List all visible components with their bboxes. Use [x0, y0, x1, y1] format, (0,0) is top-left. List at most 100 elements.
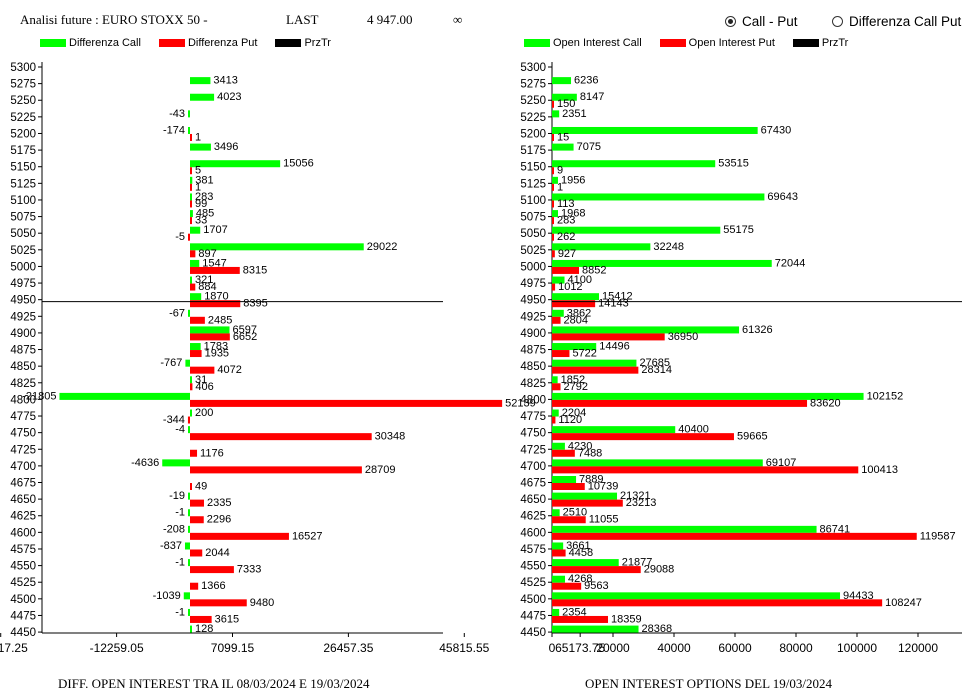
right-call-value-label: 4230 — [568, 440, 592, 452]
left-put-bar — [190, 566, 234, 574]
left-call-bar — [190, 326, 230, 334]
left-call-bar — [190, 625, 192, 633]
right-call-value-label: 86741 — [820, 523, 851, 535]
left-y-tick-label: 4975 — [10, 278, 36, 290]
left-put-bar — [190, 183, 192, 191]
left-y-tick-label: 5275 — [10, 79, 36, 91]
left-call-value-label: 321 — [195, 274, 213, 286]
left-call-value-label: 29022 — [367, 241, 398, 253]
left-put-bar — [190, 383, 193, 391]
left-y-tick-label: 4600 — [10, 527, 36, 539]
left-put-value-label: 33 — [195, 215, 207, 227]
left-call-value-label: -4636 — [131, 457, 159, 469]
left-call-bar — [188, 110, 190, 118]
right-call-bar — [552, 160, 716, 168]
left-put-value-label: 8315 — [243, 264, 267, 276]
left-y-tick-label: 5250 — [10, 95, 36, 107]
left-put-bar — [190, 466, 362, 474]
right-put-bar — [552, 416, 556, 424]
left-y-tick-label: 4900 — [10, 328, 36, 340]
left-put-value-label: 16527 — [292, 530, 323, 542]
right-put-bar — [552, 366, 639, 374]
radio-call-put[interactable]: Call - Put — [725, 14, 798, 29]
right-call-bar — [552, 392, 864, 400]
legend-item-prztr: PrzTr — [792, 37, 848, 49]
left-put-bar — [190, 599, 247, 607]
right-put-bar — [552, 433, 734, 441]
right-call-bar — [552, 442, 565, 450]
left-put-value-label: 406 — [195, 381, 213, 393]
right-call-bar — [552, 77, 572, 85]
radio-differenza[interactable]: Differenza Call Put — [832, 14, 961, 29]
last-label: LAST — [286, 12, 319, 27]
radio-call-put-label: Call - Put — [742, 14, 798, 29]
right-call-bar — [552, 293, 600, 301]
left-put-value-label: 28709 — [365, 464, 396, 476]
right-call-bar — [552, 476, 577, 483]
left-call-bar — [190, 226, 201, 234]
left-put-value-label: 99 — [195, 198, 207, 210]
right-put-value-label: 100413 — [861, 464, 898, 476]
left-y-tick-label: 4550 — [10, 561, 36, 573]
left-y-tick-label: 4950 — [10, 295, 36, 307]
right-put-bar — [552, 183, 554, 191]
right-y-tick-label: 4850 — [520, 361, 546, 373]
right-y-tick-label: 4750 — [520, 428, 546, 440]
right-put-value-label: 2792 — [564, 381, 588, 393]
right-call-value-label: 27685 — [639, 357, 670, 369]
right-y-tick-label: 4475 — [520, 610, 546, 622]
right-put-value-label: 29088 — [644, 564, 675, 576]
right-call-value-label: 21877 — [622, 557, 653, 569]
right-put-value-label: 36950 — [668, 331, 699, 343]
left-y-tick-label: 5100 — [10, 195, 36, 207]
right-put-value-label: 28314 — [641, 364, 672, 376]
right-y-tick-label: 5075 — [520, 212, 546, 224]
left-put-value-label: 30348 — [375, 431, 406, 443]
right-call-value-label: 61326 — [742, 324, 773, 336]
left-call-value-label: -174 — [163, 124, 185, 136]
left-put-bar — [190, 167, 192, 175]
right-call-bar — [552, 492, 618, 500]
right-x-tick-label: 40000 — [657, 641, 691, 655]
right-put-bar — [552, 200, 554, 208]
right-call-bar — [552, 525, 817, 533]
left-put-value-label: 1935 — [205, 348, 229, 360]
right-put-value-label: 1012 — [558, 281, 582, 293]
right-y-tick-label: 4450 — [520, 627, 546, 639]
left-y-tick-label: 4725 — [10, 444, 36, 456]
left-y-tick-label: 4500 — [10, 594, 36, 606]
left-y-tick-label: 4925 — [10, 311, 36, 323]
left-y-tick-label: 5125 — [10, 178, 36, 190]
left-call-value-label: 3496 — [214, 141, 238, 153]
left-call-value-label: 3413 — [213, 75, 237, 87]
left-put-bar — [190, 449, 198, 457]
right-y-tick-label: 4700 — [520, 461, 546, 473]
left-put-value-label: 2485 — [208, 314, 232, 326]
left-call-bar — [59, 392, 190, 400]
left-call-bar — [190, 376, 192, 384]
left-put-bar — [190, 200, 192, 208]
right-call-bar — [552, 243, 651, 251]
left-call-bar — [190, 276, 192, 284]
right-y-tick-label: 4600 — [520, 527, 546, 539]
right-call-value-label: 1968 — [561, 208, 585, 220]
left-y-tick-label: 5000 — [10, 261, 36, 273]
left-call-value-label: 381 — [195, 174, 213, 186]
left-put-value-label: 52139 — [505, 397, 536, 409]
left-x-tick-label: 65173.75 — [555, 641, 605, 655]
left-put-bar — [190, 316, 205, 324]
legend-item-put: Differenza Put — [158, 37, 257, 49]
left-put-bar — [187, 416, 190, 424]
left-put-bar — [190, 300, 241, 308]
left-call-bar — [188, 426, 190, 434]
right-call-bar — [552, 426, 676, 434]
left-call-bar — [188, 559, 190, 567]
left-call-bar — [190, 293, 202, 301]
left-put-bar — [190, 250, 196, 258]
right-y-tick-label: 5050 — [520, 228, 546, 240]
right-put-value-label: 1120 — [558, 414, 582, 426]
left-call-bar — [183, 592, 190, 600]
last-value: 4 947.00 — [367, 12, 413, 27]
right-y-tick-label: 4725 — [520, 444, 546, 456]
left-put-value-label: 1 — [195, 131, 201, 143]
